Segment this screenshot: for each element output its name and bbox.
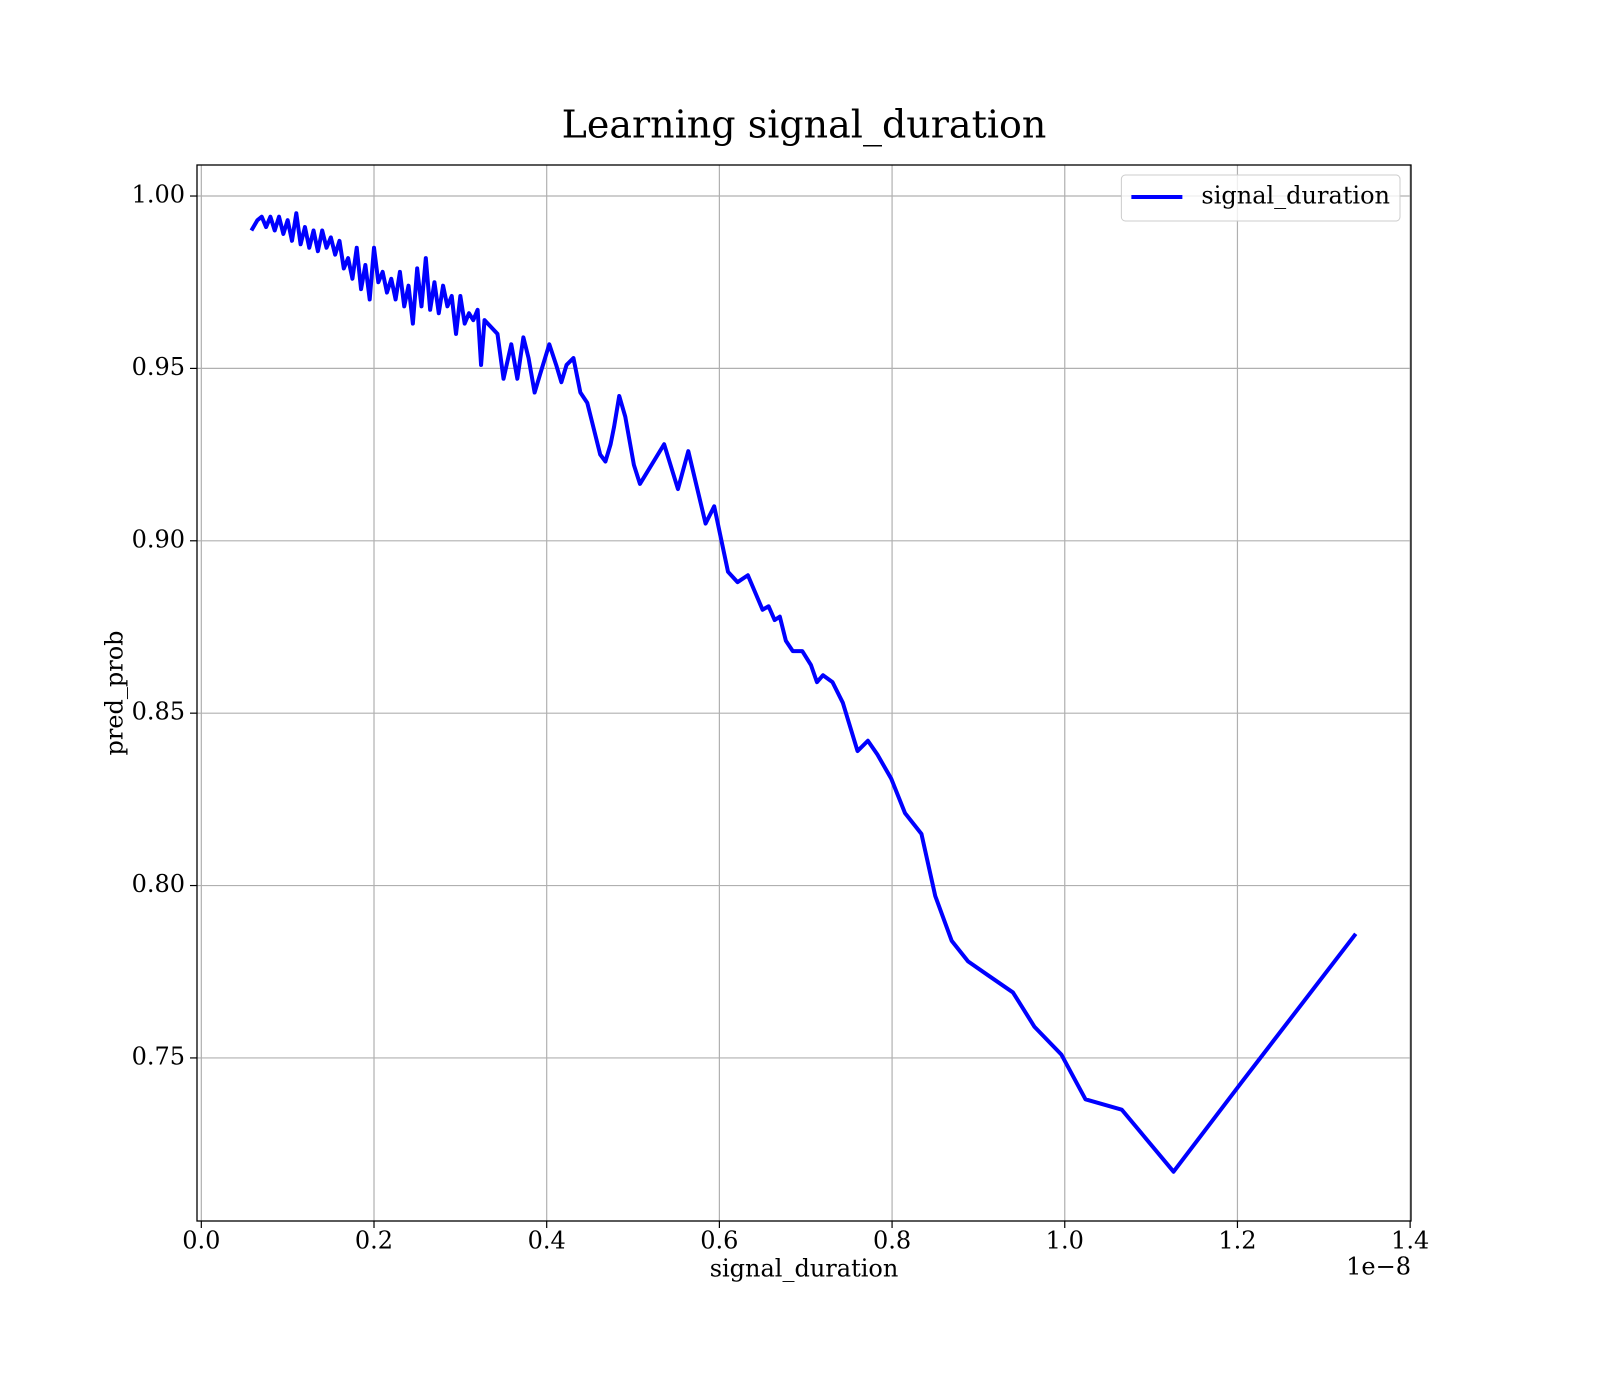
data-line (249, 211, 1358, 1174)
y-tick-label: 1.00 (132, 181, 185, 209)
y-tick-label: 0.90 (132, 525, 185, 553)
legend-label: signal_duration (1201, 182, 1390, 210)
y-axis-label: pred_prob (101, 630, 129, 755)
x-tick-label: 0.6 (700, 1227, 738, 1255)
y-tick-label: 0.75 (132, 1042, 185, 1070)
x-offset-label: 1e−8 (1346, 1253, 1411, 1281)
x-axis-label: signal_duration (710, 1255, 899, 1283)
x-tick-label: 0.4 (528, 1227, 566, 1255)
x-tick-label: 1.2 (1218, 1227, 1256, 1255)
y-tick-label: 0.95 (132, 353, 185, 381)
x-tick-label: 1.4 (1391, 1227, 1429, 1255)
y-tick-label: 0.85 (132, 698, 185, 726)
x-tick-label: 0.2 (355, 1227, 393, 1255)
y-tick-label: 0.80 (132, 870, 185, 898)
plot-frame (196, 164, 1412, 1222)
chart-title: Learning signal_duration (562, 103, 1047, 148)
x-tick-label: 0.0 (182, 1227, 220, 1255)
x-tick-label: 1.0 (1046, 1227, 1084, 1255)
x-tick-label: 0.8 (873, 1227, 911, 1255)
legend-box (1120, 174, 1401, 222)
legend: signal_duration (1120, 174, 1401, 222)
